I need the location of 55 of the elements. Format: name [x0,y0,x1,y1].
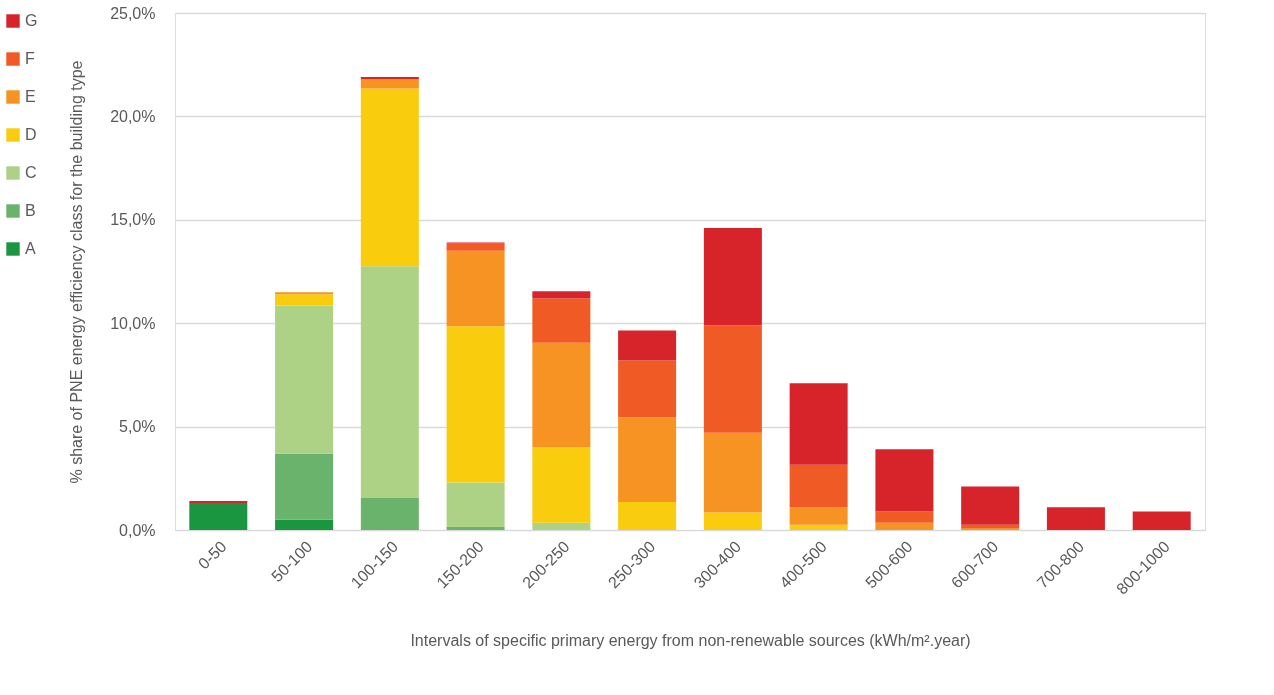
legend-label: C [25,164,37,181]
bar [1132,511,1191,530]
bar [360,79,419,89]
legend-label: A [25,240,36,257]
bar [360,77,419,80]
bar [446,482,505,527]
legend-label: G [25,12,38,29]
bar [703,228,762,326]
bar [875,522,934,530]
bar [446,526,505,530]
legend-label: D [25,126,37,143]
bar [618,360,677,418]
y-tick-label: 5,0% [119,418,156,436]
bar [1046,507,1105,530]
bar [189,501,248,504]
bar [275,292,334,295]
bar [875,449,934,512]
bar [789,464,848,508]
y-tick-label: 25,0% [110,4,156,22]
bar [275,305,334,454]
bar [275,453,334,520]
bar [532,291,591,299]
bar [618,417,677,503]
bar [446,243,505,251]
x-axis-title: Intervals of specific primary energy from non-renewable sources (kWh/m².year) [410,631,971,649]
bar [360,88,419,267]
bar [532,298,591,343]
bar [360,497,419,530]
bar [703,512,762,530]
y-tick-label: 20,0% [110,107,156,125]
bar [275,519,334,530]
bar [618,502,677,530]
bar [275,294,334,306]
bar [789,524,848,530]
bar [532,522,591,530]
bar [703,432,762,513]
bar [618,330,677,361]
bar [789,507,848,525]
legend-label: B [25,202,36,219]
y-tick-label: 15,0% [110,211,156,229]
y-tick-label: 10,0% [110,314,156,332]
bar [532,447,591,523]
bar [875,511,934,523]
bar [961,486,1020,525]
legend-label: E [25,88,36,105]
bar [532,342,591,448]
bar [446,250,505,327]
y-axis-title: % share of PNE energy efficiency class for the building type [68,60,86,484]
bar [189,503,248,530]
legend-label: F [25,50,35,67]
bar [360,266,419,498]
y-tick-label: 0,0% [119,521,156,539]
bar [703,325,762,433]
bar [789,383,848,465]
bar [446,326,505,483]
